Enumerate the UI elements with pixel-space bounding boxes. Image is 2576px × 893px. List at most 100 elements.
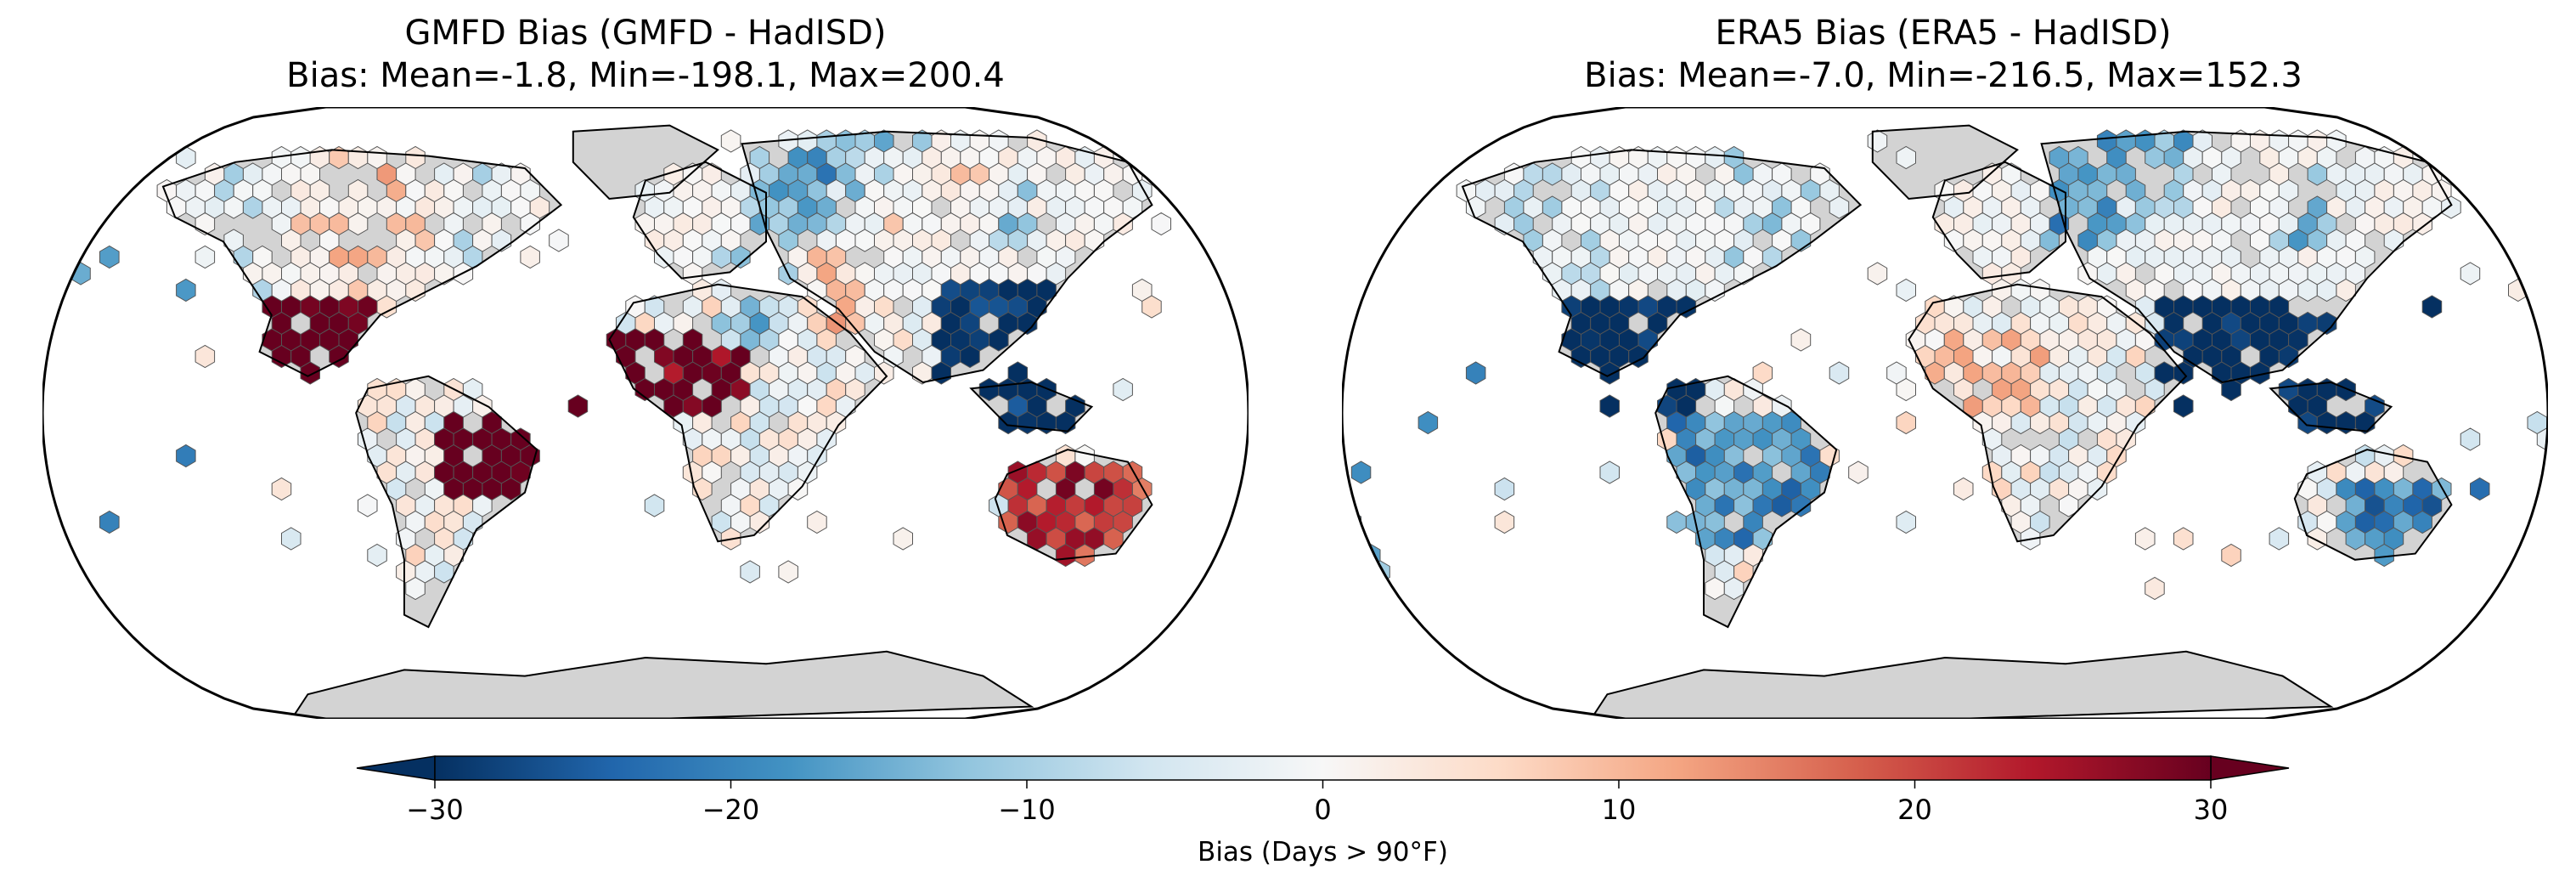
hexbin-cell (1867, 262, 1888, 285)
hexbin-cell (2470, 477, 2490, 501)
hexbin-cell (1599, 394, 1620, 418)
colorbar-extend-low (356, 755, 436, 781)
hexbin-cell (644, 494, 665, 517)
hexbin-cell (1237, 527, 1249, 551)
hexbin-cell (749, 510, 770, 534)
hexbin-cell (347, 212, 369, 236)
hexbin-cell (2412, 212, 2432, 236)
hexbin-cell (2269, 527, 2290, 551)
hexbin-cell (42, 212, 62, 236)
hexbin-cell (271, 477, 292, 501)
colorbar-label: Bias (Days > 90°F) (1198, 837, 1448, 868)
hexbin-cell (1896, 377, 1916, 402)
hexbin-cell (1494, 477, 1515, 501)
hexbin-cell (1790, 328, 1812, 352)
hexbin-cell (1113, 212, 1133, 236)
colorbar: −30 −20 −10 0 10 20 30 Bias (Days > 90°F) (356, 755, 2290, 868)
colorbar-tick-label: −30 (406, 794, 464, 826)
hexbin-cell (2039, 229, 2060, 252)
hexbin-cell (1494, 510, 1515, 534)
gmfd-panel-title: GMFD Bias (GMFD - HadISD) Bias: Mean=-1.… (34, 12, 1257, 97)
coastline-seAsia (969, 381, 1094, 432)
hexbin-cell (194, 344, 216, 369)
coastline-southAmerica (355, 375, 538, 629)
hexbin-cell (807, 510, 827, 534)
gmfd-map-boundary (42, 107, 1249, 719)
hexbin-cell (1676, 295, 1697, 319)
colorbar-tick-label: −10 (998, 794, 1056, 826)
hexbin-cell (1113, 377, 1133, 402)
coastline-europe (1931, 161, 2066, 280)
hexbin-cell (2221, 377, 2241, 402)
colorbar-tick-label: 20 (1897, 794, 1932, 826)
hexbin-cell (1790, 494, 1812, 517)
hexbin-cell (2145, 576, 2165, 601)
hexbin-cell (300, 361, 320, 385)
coastline-seAsia (2269, 381, 2393, 432)
hexbin-cell (960, 344, 980, 369)
hexbin-cell (740, 560, 760, 584)
hexbin-cell (1829, 195, 1850, 219)
hexbin-cell (2316, 311, 2337, 336)
hexbin-cell (500, 477, 521, 501)
hexbin-cell (1896, 510, 1916, 534)
coastline-europe (632, 161, 767, 280)
hexbin-cell (1829, 361, 1850, 385)
coastline-antarctica (1581, 650, 2334, 719)
hexbin-cell (1389, 195, 1410, 219)
hexbin-cell (730, 245, 751, 269)
hexbin-cell (989, 328, 1009, 352)
hexbin-cell (2307, 527, 2328, 551)
hexbin-cell (176, 278, 196, 302)
colorbar-tick-label: 0 (1314, 794, 1331, 826)
hexbin-cell (1599, 361, 1620, 385)
hexbin-cell (1017, 311, 1038, 336)
hexbin-cell (549, 229, 569, 252)
hexbin-cell (520, 212, 540, 236)
hexbin-cell (2336, 278, 2356, 302)
hexbin-cell (778, 560, 798, 584)
hexbin-cell (1418, 410, 1439, 435)
colorbar-extend-high (2210, 755, 2290, 781)
hexbin-cell (281, 527, 302, 551)
hexbin-cell (2134, 527, 2156, 551)
hexbin-cell (2173, 527, 2194, 551)
hexbin-cell (520, 245, 540, 269)
coastline-asia (2040, 130, 2453, 384)
coastline-africa (608, 283, 888, 543)
coastline-africa (1908, 283, 2188, 543)
hexbin-cell (2221, 543, 2241, 568)
hexbin-cell (567, 394, 589, 418)
coastline-asia (741, 130, 1153, 384)
era5-bias-map (1342, 107, 2548, 719)
hexbin-cell (2460, 427, 2481, 451)
coastline-greenland (572, 124, 719, 201)
hexbin-cell (1599, 461, 1620, 484)
hexbin-cell (405, 576, 426, 601)
era5-title-stats: Bias: Mean=-7.0, Min=-216.5, Max=152.3 (1584, 56, 2303, 95)
hexbin-cell (1151, 212, 1171, 236)
hexbin-cell (99, 245, 120, 269)
hexbin-cell (1953, 477, 1974, 501)
hexbin-cell (893, 527, 913, 551)
hexbin-cell (1896, 145, 1916, 170)
hexbin-cell (2374, 543, 2394, 568)
hexbin-cell (2460, 262, 2481, 285)
hexbin-cell (1848, 461, 1869, 484)
hexbin-cell (2336, 377, 2356, 402)
coastline-northAmerica (161, 149, 563, 377)
gmfd-hexbins (42, 129, 1249, 601)
coastline-greenland (1871, 124, 2019, 201)
coastline-northAmerica (1461, 149, 1863, 377)
coastline-southAmerica (1654, 375, 1838, 629)
gmfd-title-line1: GMFD Bias (GMFD - HadISD) (404, 14, 887, 53)
hexbin-cell (376, 295, 397, 319)
hexbin-cell (1350, 461, 1372, 484)
coastline-australia (994, 449, 1153, 561)
hexbin-cell (2421, 295, 2443, 319)
hexbin-cell (2278, 344, 2299, 369)
hexbin-cell (2173, 394, 2194, 418)
colorbar-gradient (434, 755, 2212, 781)
gmfd-title-stats: Bias: Mean=-1.8, Min=-198.1, Max=200.4 (286, 56, 1005, 95)
hexbin-cell (1350, 162, 1372, 186)
